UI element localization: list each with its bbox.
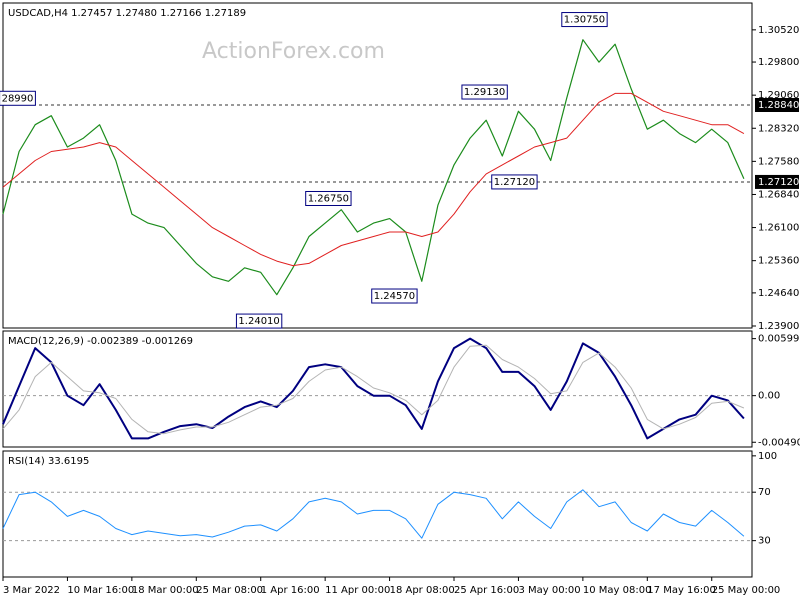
price-annotation: 1.24570 [374,291,415,302]
y-tick-label: 30 [758,536,771,547]
y-tick-label: -0.004901 [758,437,800,448]
price-annotation: 1.26750 [308,193,349,204]
price-annotation: 1.27120 [494,177,535,188]
price-marker-label: 1.27120 [758,177,799,188]
panel-title: RSI(14) 33.6195 [8,456,89,467]
y-tick-label: 1.29800 [758,57,799,68]
price-annotation-box [561,12,608,28]
price-annotation: 1.29130 [464,87,505,98]
y-tick-label: 1.27580 [758,156,799,167]
x-tick-label: 3 Mar 2022 [3,585,60,596]
price-annotation-box [235,313,283,329]
series-line [2,344,745,435]
x-tick-label: 10 May 08:00 [583,585,652,596]
price-annotation-box [305,190,352,206]
price-annotation: 1.30750 [564,15,605,26]
y-tick-label: 1.26840 [758,189,799,200]
series-line [2,92,745,267]
y-tick-label: 1.24640 [758,288,799,299]
price-annotation-box [0,90,36,106]
x-tick-label: 10 Mar 16:00 [67,585,134,596]
y-tick-label: 0.00 [758,391,780,402]
panel-title: USDCAD,H4 1.27457 1.27480 1.27166 1.2718… [8,8,246,19]
price-marker-label: 1.28840 [758,100,799,111]
y-tick-label: 70 [758,487,771,498]
y-tick-label: 1.26100 [758,223,799,234]
panel-frame [2,330,753,448]
watermark: ActionForex.com [202,39,385,64]
series-line [2,39,745,296]
price-marker [755,97,799,112]
price-annotation-box [371,288,418,304]
y-tick-label: 0.005996 [758,334,800,345]
x-tick-label: 25 Apr 16:00 [454,585,519,596]
x-tick-label: 3 May 00:00 [518,585,580,596]
y-tick-label: 1.25360 [758,256,799,267]
x-tick-label: 18 Apr 08:00 [390,585,455,596]
panel-title: MACD(12,26,9) -0.002389 -0.001269 [8,336,193,347]
price-annotation: 1.24010 [238,316,279,327]
price-annotation-box [491,174,538,190]
series-line [2,489,745,539]
price-annotation: 28990 [2,93,34,104]
x-tick-label: 11 Apr 00:00 [325,585,390,596]
x-tick-label: 25 May 00:00 [712,585,781,596]
y-tick-label: 1.29060 [758,90,799,101]
x-tick-label: 1 Apr 16:00 [261,585,320,596]
y-tick-label: 1.28320 [758,123,799,134]
y-tick-label: 100 [758,451,777,462]
panel-frame [2,450,753,578]
x-tick-label: 25 Mar 08:00 [196,585,263,596]
x-tick-label: 18 Mar 00:00 [132,585,199,596]
price-annotation-box [461,84,508,100]
y-tick-label: 1.30520 [758,25,799,36]
price-marker [755,174,799,189]
y-tick-label: 1.23900 [758,321,799,332]
series-line [2,337,745,440]
x-tick-label: 17 May 16:00 [647,585,716,596]
panel-frame [2,2,753,329]
